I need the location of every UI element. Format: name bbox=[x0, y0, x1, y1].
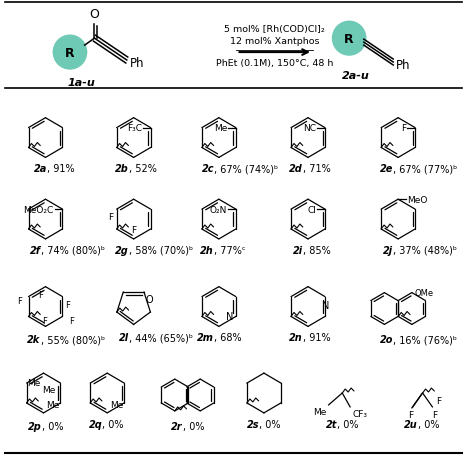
Text: 2f: 2f bbox=[29, 246, 41, 255]
Text: 2a: 2a bbox=[34, 164, 47, 174]
Text: , 0%: , 0% bbox=[42, 421, 63, 431]
Text: 1a-u: 1a-u bbox=[68, 78, 96, 88]
Text: , 74% (80%)ᵇ: , 74% (80%)ᵇ bbox=[41, 246, 105, 255]
Text: Me: Me bbox=[42, 385, 55, 394]
Text: 2e: 2e bbox=[380, 164, 393, 174]
Text: 2g: 2g bbox=[115, 246, 129, 255]
Text: , 52%: , 52% bbox=[129, 164, 156, 174]
Text: O₂N: O₂N bbox=[210, 205, 227, 214]
Text: F: F bbox=[17, 297, 22, 305]
Text: 2c: 2c bbox=[201, 164, 214, 174]
Text: N: N bbox=[322, 300, 329, 310]
Text: , 85%: , 85% bbox=[303, 246, 331, 255]
Text: PhEt (0.1M), 150°C, 48 h: PhEt (0.1M), 150°C, 48 h bbox=[216, 58, 333, 67]
Text: 2b: 2b bbox=[115, 164, 129, 174]
Text: , 68%: , 68% bbox=[214, 333, 242, 342]
Text: Me: Me bbox=[214, 124, 227, 133]
Text: O: O bbox=[90, 8, 100, 21]
Text: , 71%: , 71% bbox=[303, 164, 331, 174]
Text: N: N bbox=[226, 312, 233, 322]
Text: 2q: 2q bbox=[89, 419, 102, 429]
Text: F₃C: F₃C bbox=[127, 124, 142, 133]
Text: , 0%: , 0% bbox=[418, 419, 439, 429]
Text: F: F bbox=[69, 316, 73, 325]
Text: 2p: 2p bbox=[28, 421, 42, 431]
Text: NC: NC bbox=[303, 124, 316, 133]
Text: , 91%: , 91% bbox=[47, 164, 75, 174]
Text: CF₃: CF₃ bbox=[352, 409, 367, 418]
Text: , 0%: , 0% bbox=[259, 419, 281, 429]
Text: 5 mol% [Rh(COD)Cl]₂: 5 mol% [Rh(COD)Cl]₂ bbox=[224, 25, 325, 34]
Text: , 44% (65%)ᵇ: , 44% (65%)ᵇ bbox=[129, 333, 193, 342]
Text: 2t: 2t bbox=[326, 419, 337, 429]
Text: F: F bbox=[408, 410, 413, 419]
Text: , 67% (74%)ᵇ: , 67% (74%)ᵇ bbox=[214, 164, 278, 174]
Text: 2u: 2u bbox=[404, 419, 418, 429]
Text: F: F bbox=[401, 124, 406, 133]
Text: Me: Me bbox=[46, 400, 60, 409]
Circle shape bbox=[53, 36, 87, 70]
Text: 2h: 2h bbox=[200, 246, 214, 255]
Text: O: O bbox=[146, 294, 154, 304]
Text: F: F bbox=[42, 316, 47, 325]
Text: 2m: 2m bbox=[197, 333, 214, 342]
Circle shape bbox=[332, 22, 366, 56]
Text: F: F bbox=[131, 225, 136, 235]
Text: , 0%: , 0% bbox=[182, 421, 204, 431]
Text: 12 mol% Xantphos: 12 mol% Xantphos bbox=[230, 37, 319, 45]
Text: F: F bbox=[38, 291, 43, 299]
Text: MeO: MeO bbox=[407, 195, 428, 204]
Text: OMe: OMe bbox=[415, 289, 434, 297]
Text: 2n: 2n bbox=[289, 333, 303, 342]
Text: Ph: Ph bbox=[396, 59, 410, 73]
Text: 2a-u: 2a-u bbox=[342, 71, 370, 81]
Text: , 0%: , 0% bbox=[102, 419, 124, 429]
Text: 2d: 2d bbox=[289, 164, 303, 174]
Text: Me: Me bbox=[27, 378, 41, 387]
Text: Ph: Ph bbox=[130, 56, 144, 69]
Text: 2i: 2i bbox=[293, 246, 303, 255]
Text: 2l: 2l bbox=[118, 333, 129, 342]
Text: Me: Me bbox=[110, 400, 124, 409]
Text: R: R bbox=[344, 33, 354, 45]
Text: Cl: Cl bbox=[307, 205, 316, 214]
Text: F: F bbox=[432, 410, 437, 419]
Text: , 55% (80%)ᵇ: , 55% (80%)ᵇ bbox=[41, 335, 105, 345]
Text: F: F bbox=[65, 300, 70, 309]
Text: MeO₂C: MeO₂C bbox=[23, 205, 54, 214]
Text: , 77%ᶜ: , 77%ᶜ bbox=[214, 246, 246, 255]
Text: R: R bbox=[65, 46, 75, 60]
Text: 2j: 2j bbox=[383, 246, 393, 255]
Text: 2s: 2s bbox=[246, 419, 259, 429]
Text: 2r: 2r bbox=[171, 421, 182, 431]
Text: , 37% (48%)ᵇ: , 37% (48%)ᵇ bbox=[393, 246, 457, 255]
Text: , 67% (77%)ᵇ: , 67% (77%)ᵇ bbox=[393, 164, 457, 174]
Text: , 16% (76%)ᵇ: , 16% (76%)ᵇ bbox=[393, 335, 457, 345]
Text: 2o: 2o bbox=[380, 335, 393, 345]
Text: , 0%: , 0% bbox=[337, 419, 359, 429]
Text: , 58% (70%)ᵇ: , 58% (70%)ᵇ bbox=[129, 246, 193, 255]
Text: , 91%: , 91% bbox=[303, 333, 331, 342]
Text: F: F bbox=[109, 213, 114, 222]
Text: 2k: 2k bbox=[27, 335, 41, 345]
Text: Me: Me bbox=[313, 407, 327, 416]
Text: F: F bbox=[437, 397, 441, 406]
